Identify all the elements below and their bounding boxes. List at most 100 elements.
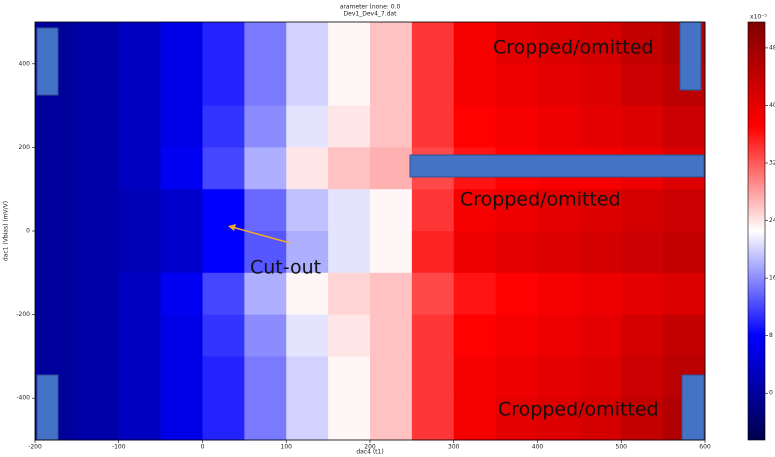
heatmap-cell — [35, 231, 78, 274]
heatmap-cell — [244, 356, 287, 399]
heatmap-cell — [495, 356, 538, 399]
heatmap-cell — [76, 22, 120, 65]
x-tick-label: 400 — [532, 444, 544, 451]
heatmap-cell — [328, 398, 371, 441]
heatmap-cell — [495, 22, 538, 65]
heatmap-cell — [370, 314, 413, 357]
heatmap-cell — [621, 105, 664, 148]
annotation: Cropped/omitted — [460, 189, 621, 211]
heatmap-cell — [579, 356, 622, 399]
heatmap-cell — [579, 314, 622, 357]
heatmap-cell — [160, 231, 203, 274]
colorbar-tick-label: 8 — [769, 332, 773, 339]
heatmap-cell — [35, 314, 78, 357]
heatmap-cell — [244, 398, 287, 441]
heatmap-cell — [621, 314, 664, 357]
heatmap-cell — [202, 272, 245, 316]
heatmap-cell — [76, 356, 120, 399]
heatmap-cell — [328, 231, 371, 274]
heatmap-cell — [244, 189, 287, 232]
heatmap-cell — [537, 231, 580, 274]
heatmap-cell — [579, 272, 622, 316]
heatmap-cell — [244, 63, 287, 107]
heatmap-cell — [328, 356, 371, 399]
heatmap-cell — [495, 272, 538, 316]
x-tick-label: 200 — [364, 444, 376, 451]
heatmap-cell — [244, 231, 287, 274]
heatmap-cell — [160, 398, 203, 441]
heatmap-cell — [537, 314, 580, 357]
heatmap-cell — [621, 63, 664, 107]
crop-box — [409, 154, 705, 178]
heatmap-cell — [244, 105, 287, 148]
x-tick-label: -100 — [112, 444, 126, 451]
heatmap-cell — [411, 231, 455, 274]
heatmap-cell — [411, 63, 455, 107]
crop-box — [679, 21, 702, 91]
heatmap-cell — [244, 272, 287, 316]
y-tick-label: 0 — [26, 228, 30, 235]
heatmap-cell — [76, 189, 120, 232]
heatmap-cell — [202, 105, 245, 148]
heatmap-cell — [118, 189, 162, 232]
crop-box — [36, 27, 59, 96]
heatmap-cell — [76, 272, 120, 316]
heatmap-cell — [411, 272, 455, 316]
x-tick-label: 100 — [281, 444, 293, 451]
heatmap-cell — [160, 22, 203, 65]
heatmap-cell — [202, 22, 245, 65]
annotation: Cropped/omitted — [498, 399, 659, 421]
y-tick-label: -200 — [16, 311, 30, 318]
heatmap-cell — [579, 398, 622, 441]
arrow-head — [228, 224, 236, 231]
heatmap-cell — [579, 231, 622, 274]
heatmap-cell — [76, 398, 120, 441]
heatmap-cell — [370, 272, 413, 316]
heatmap-cell — [453, 105, 497, 148]
heatmap-cell — [453, 398, 497, 441]
heatmap-cell — [202, 356, 245, 399]
colorbar-tick-label: 0 — [769, 390, 773, 397]
heatmap-cell — [76, 314, 120, 357]
heatmap-cell — [453, 272, 497, 316]
heatmap-cell — [370, 63, 413, 107]
heatmap-cell — [370, 398, 413, 441]
colorbar-tick-label: 40 — [769, 102, 775, 109]
y-tick-label: -400 — [16, 395, 30, 402]
heatmap-cell — [370, 356, 413, 399]
heatmap-cell — [537, 105, 580, 148]
colorbar-label: x10⁻⁵ — [750, 14, 767, 21]
heatmap-cell — [35, 272, 78, 316]
heatmap-cell — [202, 231, 245, 274]
heatmap-cell — [495, 231, 538, 274]
heatmap-cell — [453, 22, 497, 65]
heatmap-cell — [118, 398, 162, 441]
heatmap-cell — [579, 63, 622, 107]
arrow — [231, 226, 291, 244]
colorbar-tick-label: 48 — [769, 44, 775, 51]
heatmap-cell — [118, 22, 162, 65]
heatmap-cell — [160, 63, 203, 107]
heatmap-cell — [76, 231, 120, 274]
heatmap-cell — [495, 63, 538, 107]
heatmap-cell — [621, 356, 664, 399]
heatmap-cell — [202, 189, 245, 232]
y-axis-label: dac1 (Vbias) (mV/V) — [3, 201, 10, 261]
heatmap-cell — [411, 189, 455, 232]
heatmap-cell — [411, 314, 455, 357]
heatmap-cell — [328, 314, 371, 357]
heatmap-cell — [370, 147, 413, 190]
heatmap-cell — [663, 314, 706, 357]
heatmap-cell — [160, 147, 203, 190]
heatmap-cell — [453, 314, 497, 357]
heatmap-cell — [286, 63, 329, 107]
heatmap-cell — [621, 22, 664, 65]
heatmap-cell — [35, 147, 78, 190]
heatmap-cell — [118, 231, 162, 274]
heatmap-cell — [537, 398, 580, 441]
heatmap-cell — [663, 231, 706, 274]
heatmap-cell — [579, 22, 622, 65]
heatmap-cell — [286, 398, 329, 441]
heatmap-cell — [118, 314, 162, 357]
